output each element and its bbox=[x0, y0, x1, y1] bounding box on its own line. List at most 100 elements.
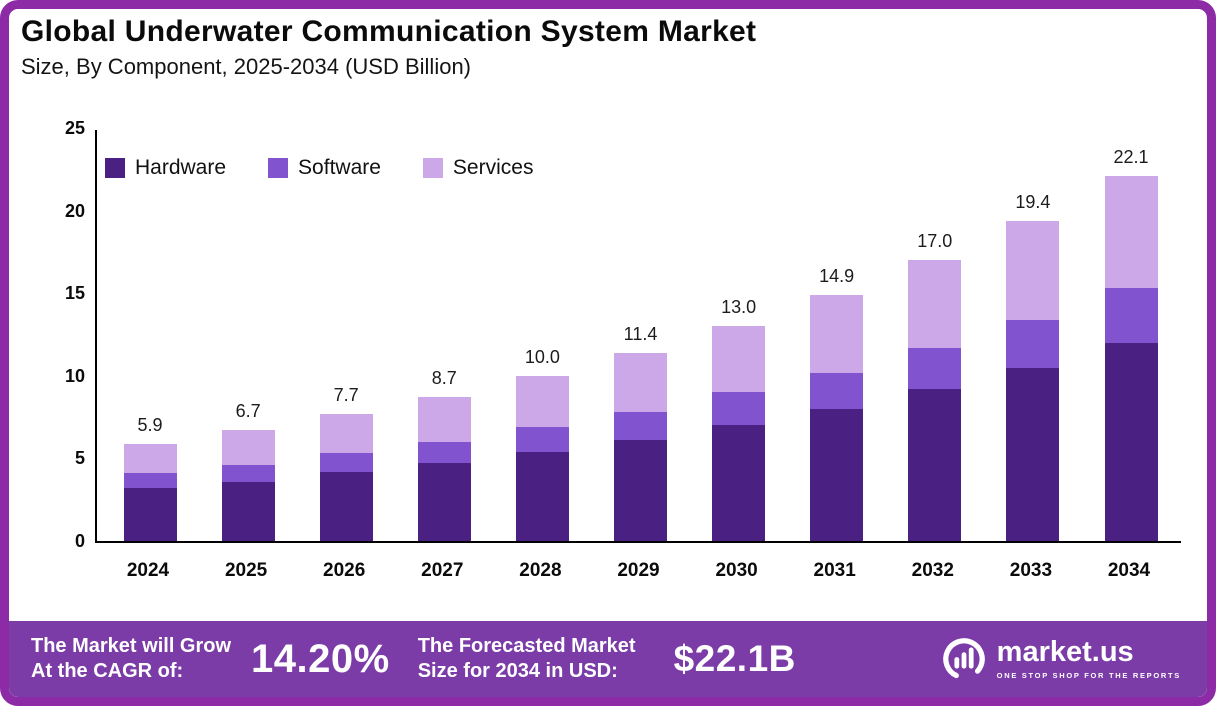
bar-total-label: 5.9 bbox=[137, 414, 163, 435]
y-axis-tick-label: 5 bbox=[74, 448, 85, 469]
segment-services[interactable] bbox=[1006, 220, 1060, 320]
segment-software[interactable] bbox=[908, 347, 962, 389]
x-axis-label: 2024 bbox=[126, 560, 170, 581]
x-axis-label: 2031 bbox=[813, 560, 856, 581]
brand-name: market.us bbox=[996, 636, 1134, 668]
bar-2025[interactable] bbox=[221, 430, 275, 541]
segment-services[interactable] bbox=[908, 260, 962, 348]
bar-2026[interactable] bbox=[319, 413, 373, 541]
legend-item-services: Services bbox=[422, 156, 534, 180]
segment-services[interactable] bbox=[810, 294, 864, 373]
forecast-label-line2: Size for 2034 in USD: bbox=[417, 660, 618, 682]
bar-total-label: 6.7 bbox=[235, 401, 261, 422]
segment-software[interactable] bbox=[319, 453, 373, 472]
segment-software[interactable] bbox=[123, 473, 177, 489]
bar-total-label: 13.0 bbox=[721, 297, 757, 318]
bar-total-label: 19.4 bbox=[1015, 191, 1051, 212]
brand-tagline: ONE STOP SHOP FOR THE REPORTS bbox=[996, 671, 1181, 680]
segment-services[interactable] bbox=[515, 375, 569, 428]
segment-software[interactable] bbox=[417, 441, 471, 464]
bar-2029[interactable] bbox=[614, 352, 667, 541]
forecast-label-line1: The Forecasted Market bbox=[417, 635, 636, 657]
legend-swatch-services bbox=[422, 158, 443, 178]
x-axis-label: 2028 bbox=[519, 560, 562, 581]
chart-title: Global Underwater Communication System M… bbox=[21, 15, 757, 48]
bar-2032[interactable] bbox=[908, 260, 962, 541]
bar-2027[interactable] bbox=[417, 397, 471, 541]
cagr-label-line1: The Market will Grow bbox=[31, 635, 232, 657]
y-axis-tick-label: 0 bbox=[74, 531, 85, 551]
segment-software[interactable] bbox=[515, 427, 569, 452]
x-axis-label: 2032 bbox=[911, 560, 954, 581]
segment-hardware[interactable] bbox=[515, 451, 569, 541]
segment-services[interactable] bbox=[319, 413, 373, 454]
segment-hardware[interactable] bbox=[614, 440, 667, 541]
x-axis-label: 2034 bbox=[1107, 560, 1151, 581]
x-axis-label: 2029 bbox=[617, 560, 660, 581]
y-axis-tick-label: 20 bbox=[64, 200, 85, 221]
bar-total-label: 14.9 bbox=[819, 265, 855, 286]
segment-hardware[interactable] bbox=[417, 463, 471, 541]
x-axis-label: 2033 bbox=[1009, 560, 1053, 581]
x-axis-label: 2030 bbox=[715, 560, 758, 581]
segment-services[interactable] bbox=[221, 430, 275, 465]
segment-software[interactable] bbox=[1006, 319, 1060, 368]
bar-total-label: 17.0 bbox=[917, 231, 953, 252]
cagr-label-line2: At the CAGR of: bbox=[31, 660, 184, 682]
legend-label: Services bbox=[452, 156, 534, 179]
footer-banner: The Market will Grow At the CAGR of: 14.… bbox=[9, 621, 1207, 697]
marketus-brand: market.us ONE STOP SHOP FOR THE REPORTS bbox=[941, 636, 1185, 682]
legend-label: Software bbox=[298, 156, 381, 179]
forecast-label: The Forecasted Market Size for 2034 in U… bbox=[418, 634, 636, 684]
forecast-value: $22.1B bbox=[673, 638, 796, 679]
x-axis-label: 2026 bbox=[323, 560, 366, 581]
segment-hardware[interactable] bbox=[1006, 367, 1060, 541]
segment-hardware[interactable] bbox=[123, 488, 177, 541]
bar-total-label: 22.1 bbox=[1113, 146, 1149, 167]
bar-2031[interactable] bbox=[810, 294, 864, 541]
y-axis-tick-label: 10 bbox=[64, 365, 85, 386]
segment-software[interactable] bbox=[1104, 288, 1158, 343]
brand-text: market.us ONE STOP SHOP FOR THE REPORTS bbox=[996, 636, 1181, 681]
y-axis-tick-label: 15 bbox=[64, 283, 85, 304]
chart-legend: Hardware Software Services bbox=[105, 156, 533, 180]
bar-total-label: 8.7 bbox=[431, 368, 457, 389]
segment-hardware[interactable] bbox=[908, 389, 962, 541]
segment-services[interactable] bbox=[614, 352, 667, 413]
chart-subtitle: Size, By Component, 2025-2034 (USD Billi… bbox=[21, 54, 472, 79]
bar-total-label: 10.0 bbox=[524, 346, 560, 367]
bar-total-label: 11.4 bbox=[623, 323, 658, 344]
segment-hardware[interactable] bbox=[712, 425, 766, 541]
legend-swatch-hardware bbox=[105, 158, 125, 178]
segment-services[interactable] bbox=[712, 326, 766, 393]
segment-hardware[interactable] bbox=[319, 471, 373, 541]
segment-hardware[interactable] bbox=[221, 481, 275, 541]
bar-total-label: 7.7 bbox=[333, 384, 359, 405]
segment-software[interactable] bbox=[810, 372, 864, 409]
bar-2034[interactable] bbox=[1104, 176, 1158, 541]
legend-item-software: Software bbox=[268, 156, 381, 180]
segment-services[interactable] bbox=[123, 443, 177, 474]
segment-software[interactable] bbox=[614, 412, 667, 441]
y-axis-tick-label: 25 bbox=[64, 118, 85, 138]
legend-swatch-software bbox=[268, 158, 289, 178]
bar-2033[interactable] bbox=[1006, 220, 1060, 541]
cagr-label: The Market will Grow At the CAGR of: bbox=[31, 634, 231, 684]
x-axis-label: 2027 bbox=[421, 560, 464, 581]
plot-area: 5.9 6.7 7.7 8.7 10.0 11.4 13.0 14.9 17.0 19.4 22.1 bbox=[95, 130, 1181, 543]
segment-services[interactable] bbox=[1104, 176, 1158, 289]
cagr-value: 14.20% bbox=[251, 636, 390, 681]
segment-software[interactable] bbox=[221, 465, 275, 482]
bar-2028[interactable] bbox=[515, 375, 569, 541]
legend-label: Hardware bbox=[135, 156, 227, 179]
segment-services[interactable] bbox=[417, 397, 471, 442]
chart-header: Global Underwater Communication System M… bbox=[21, 15, 756, 80]
x-axis-label: 2025 bbox=[224, 560, 268, 581]
marketus-logo-icon bbox=[942, 638, 985, 680]
bar-2024[interactable] bbox=[123, 443, 177, 541]
segment-software[interactable] bbox=[712, 392, 766, 426]
segment-hardware[interactable] bbox=[1104, 342, 1158, 541]
segment-hardware[interactable] bbox=[810, 408, 864, 541]
bar-2030[interactable] bbox=[712, 326, 766, 541]
